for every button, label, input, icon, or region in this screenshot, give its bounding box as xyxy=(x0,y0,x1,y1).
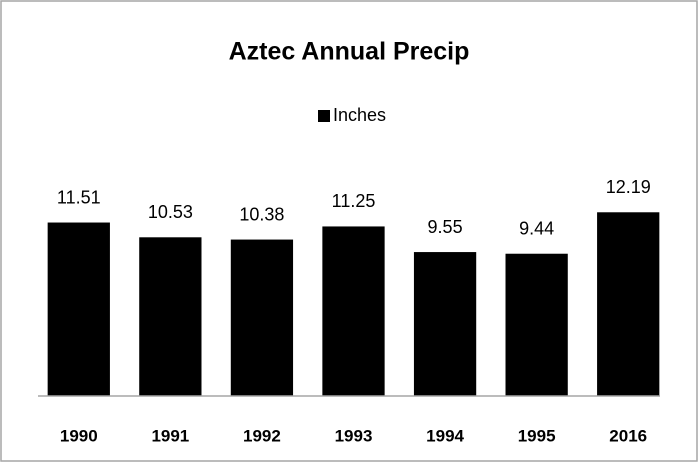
x-tick-label: 1992 xyxy=(243,426,281,445)
legend-swatch xyxy=(318,110,330,122)
bar xyxy=(505,253,568,396)
x-tick-label: 1994 xyxy=(426,426,464,445)
value-label: 11.51 xyxy=(57,187,101,207)
x-tick-label: 1993 xyxy=(335,426,373,445)
x-tick-label: 1995 xyxy=(518,426,556,445)
value-label: 11.25 xyxy=(332,191,376,211)
bar xyxy=(47,222,110,396)
value-label: 10.38 xyxy=(239,204,284,224)
bar xyxy=(139,237,202,396)
value-label: 12.19 xyxy=(606,177,651,197)
value-label: 10.53 xyxy=(148,202,193,222)
bar xyxy=(413,252,477,396)
bar xyxy=(597,212,660,396)
x-tick-label: 1990 xyxy=(60,426,98,445)
x-tick-label: 1991 xyxy=(151,426,189,445)
legend-label: Inches xyxy=(333,105,386,125)
bar xyxy=(322,226,385,396)
bar xyxy=(230,239,294,396)
value-label: 9.55 xyxy=(428,217,463,237)
chart-title: Aztec Annual Precip xyxy=(229,38,470,66)
value-label: 9.44 xyxy=(519,218,554,238)
x-tick-label: 2016 xyxy=(609,426,647,445)
